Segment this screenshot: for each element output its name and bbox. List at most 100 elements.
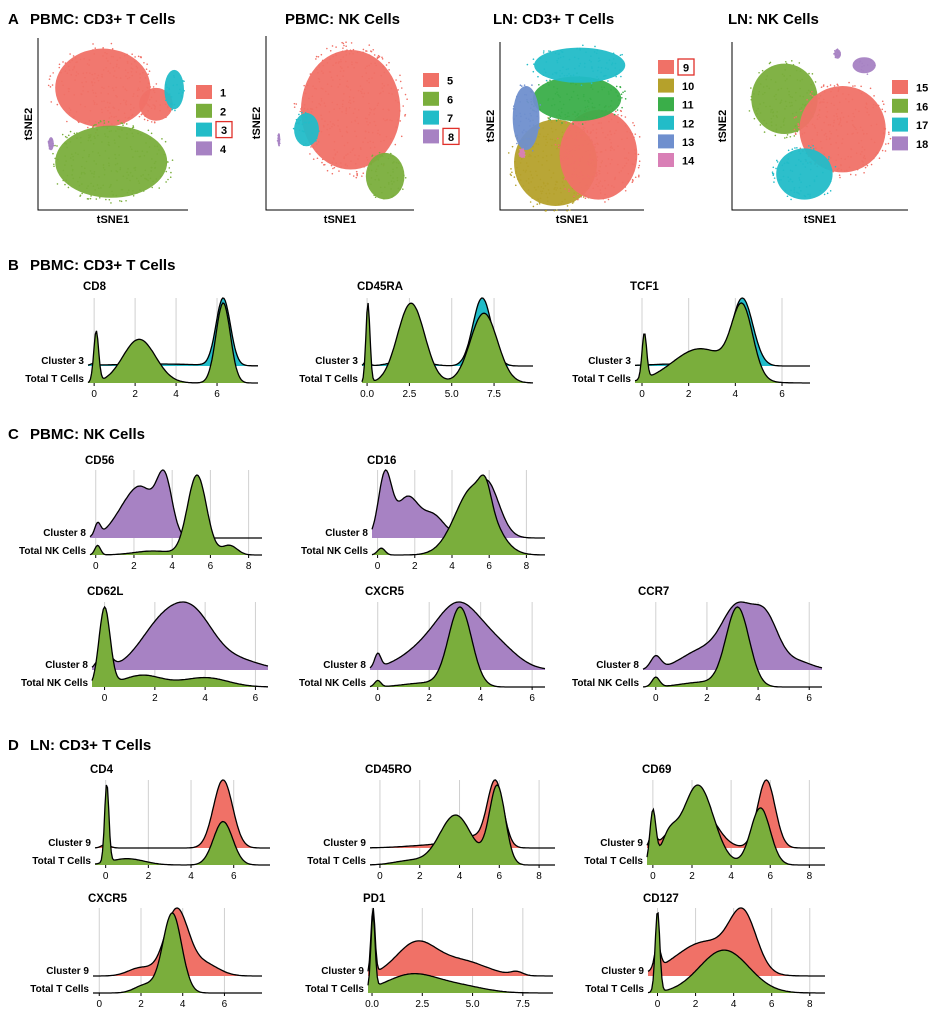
- tsne-point: [587, 175, 590, 178]
- tsne-point: [845, 169, 848, 172]
- tsne-point: [835, 141, 837, 144]
- tsne-point: [595, 137, 598, 139]
- tsne-point: [52, 152, 54, 155]
- tsne-point: [139, 56, 142, 58]
- tsne-point: [612, 58, 615, 60]
- tsne-point: [69, 53, 71, 55]
- tsne-point: [387, 108, 390, 111]
- tsne-point: [119, 57, 121, 59]
- tsne-point: [148, 70, 151, 72]
- tsne-point: [846, 121, 848, 123]
- tsne-point: [837, 88, 840, 91]
- tsne-point: [316, 68, 318, 71]
- tsne-point: [304, 111, 307, 114]
- tsne-point: [613, 132, 616, 135]
- tsne-point: [525, 94, 528, 96]
- tsne-point: [104, 133, 106, 135]
- tsne-point: [589, 154, 591, 156]
- tsne-point: [850, 156, 852, 158]
- tsne-point: [100, 187, 102, 189]
- tsne-point: [514, 184, 517, 187]
- tsne-point: [333, 149, 336, 151]
- panel-label-a: A: [8, 11, 19, 28]
- tsne-point: [332, 55, 334, 58]
- tsne-point: [369, 140, 372, 143]
- tsne-point: [830, 102, 833, 105]
- tsne-point: [557, 57, 560, 60]
- x-tick-label: 6: [231, 871, 237, 882]
- tsne-point: [602, 197, 605, 200]
- tsne-point: [95, 198, 98, 200]
- tsne-point: [787, 162, 790, 165]
- tsne-point: [98, 176, 100, 178]
- tsne-point: [164, 140, 167, 143]
- tsne-point: [108, 106, 110, 108]
- tsne-point: [380, 74, 383, 77]
- tsne-point: [837, 153, 840, 156]
- tsne-point: [748, 110, 751, 112]
- tsne-point: [320, 100, 323, 102]
- tsne-title: LN: NK Cells: [728, 11, 819, 28]
- tsne-point: [382, 118, 385, 120]
- tsne-point: [607, 184, 610, 186]
- tsne-point: [621, 181, 624, 184]
- tsne-point: [166, 86, 168, 89]
- tsne-point: [87, 90, 89, 93]
- tsne-point: [110, 42, 113, 45]
- tsne-point: [332, 123, 334, 125]
- tsne-point: [810, 110, 813, 112]
- tsne-point: [631, 133, 634, 135]
- tsne-point: [381, 87, 384, 89]
- tsne-point: [807, 193, 809, 196]
- tsne-point: [318, 102, 320, 105]
- tsne-point: [519, 140, 521, 142]
- tsne-point: [574, 159, 576, 162]
- x-tick-label: 0: [96, 999, 102, 1009]
- tsne-point: [347, 86, 349, 88]
- tsne-point: [117, 119, 119, 122]
- tsne-point: [354, 163, 357, 165]
- tsne-point: [74, 152, 77, 154]
- tsne-point: [527, 165, 529, 167]
- tsne-point: [766, 85, 768, 87]
- tsne-point: [113, 116, 115, 119]
- tsne-point: [810, 153, 813, 156]
- tsne-point: [584, 106, 587, 109]
- tsne-point: [539, 178, 542, 181]
- tsne-point: [152, 86, 155, 88]
- tsne-point: [853, 115, 856, 118]
- tsne-point: [165, 181, 167, 183]
- tsne-point: [572, 173, 575, 176]
- tsne-point: [335, 162, 337, 164]
- tsne-point: [357, 122, 360, 125]
- tsne-point: [143, 102, 146, 105]
- tsne-point: [110, 183, 112, 186]
- tsne-point: [622, 91, 624, 94]
- cluster-row-label: Cluster 3: [315, 356, 358, 367]
- tsne-point: [852, 124, 854, 126]
- tsne-point: [69, 109, 72, 111]
- tsne-point: [316, 143, 318, 145]
- tsne-point: [569, 80, 571, 83]
- panel-label-d: D: [8, 737, 19, 754]
- tsne-point: [836, 48, 839, 50]
- tsne-point: [336, 151, 339, 153]
- tsne-point: [627, 180, 630, 183]
- tsne-point: [590, 60, 592, 63]
- tsne-point: [395, 161, 398, 164]
- ridge-title: TCF1: [630, 281, 659, 293]
- tsne-point: [115, 194, 118, 197]
- tsne-point: [373, 113, 375, 115]
- tsne-point: [562, 177, 564, 179]
- tsne-point: [816, 118, 819, 120]
- tsne-point: [105, 198, 107, 201]
- tsne-point: [515, 172, 517, 174]
- tsne-point: [93, 135, 96, 138]
- tsne-point: [165, 99, 167, 102]
- tsne-point: [570, 96, 573, 99]
- tsne-point: [318, 130, 320, 132]
- legend-label: 15: [916, 83, 928, 95]
- tsne-point: [327, 123, 329, 126]
- tsne-point: [546, 200, 549, 202]
- tsne-point: [581, 173, 583, 176]
